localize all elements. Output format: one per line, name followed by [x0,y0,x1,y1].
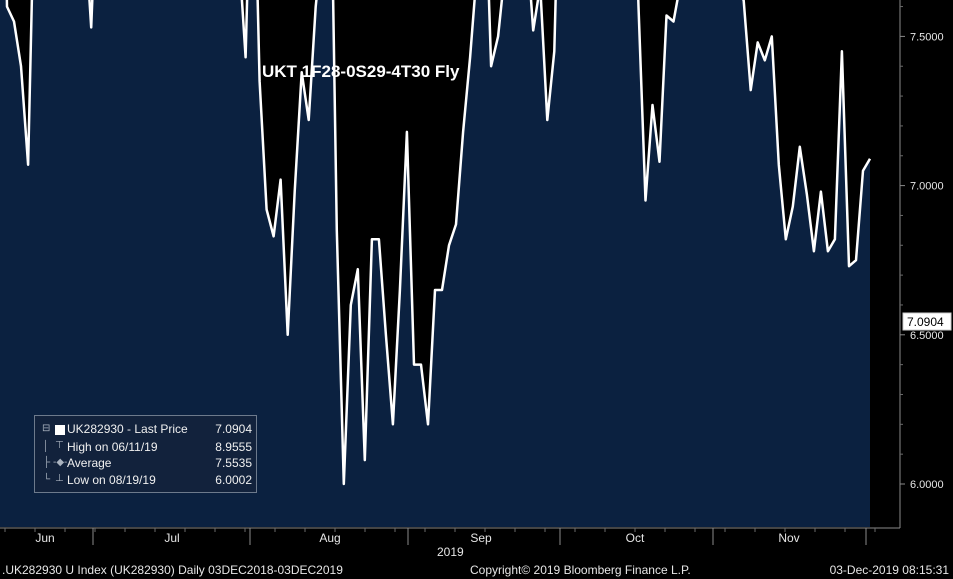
collapse-icon[interactable]: ⊟ [42,423,51,434]
y-tick-label: 7.0000 [910,181,944,193]
low-marker-icon: ⊥ [55,473,64,484]
x-tick-label: Sep [470,531,492,545]
average-marker-icon: -◆- [53,457,68,468]
axis-layer: 6.00006.50007.00007.50008.00008.50009.00… [0,0,944,545]
last-value-label: 7.0904 [907,315,944,329]
tree-connector-icon: │ [43,441,50,452]
tree-connector-icon: ├ [43,457,51,468]
legend-label: High on 06/11/19 [67,440,158,454]
area-layer [0,0,872,527]
footer-timestamp: 03-Dec-2019 08:15:31 [829,563,949,577]
x-tick-label: Oct [626,531,645,545]
series-swatch [55,425,65,435]
legend-value: 8.9555 [215,440,252,454]
legend-value: 7.5535 [215,456,252,470]
x-tick-label: Nov [778,531,799,545]
chart-title: UKT 1F28-0S29-4T30 Fly [262,62,460,81]
legend-row-high: │ ⊤ High on 06/11/19 8.9555 [35,440,256,456]
legend-row-last-price: ⊟ UK282930 - Last Price 7.0904 [35,422,256,438]
x-tick-label: Jul [164,531,179,545]
footer-copyright: Copyright© 2019 Bloomberg Finance L.P. [470,563,691,577]
legend-label: UK282930 - Last Price [67,422,188,436]
legend-row-low: └ ⊥ Low on 08/19/19 6.0002 [35,473,256,489]
series-area-fill [0,0,870,527]
high-marker-icon: ⊤ [55,440,64,451]
series-line [5,0,872,486]
legend-box: ⊟ UK282930 - Last Price 7.0904 │ ⊤ High … [34,415,257,493]
y-tick-label: 6.5000 [910,330,944,342]
last-value-marker: 7.0904 [902,312,952,331]
year-label: 2019 [437,545,464,559]
legend-value: 6.0002 [215,473,252,487]
legend-row-average: ├ -◆- Average 7.5535 [35,456,256,472]
legend-value: 7.0904 [215,422,252,436]
y-tick-label: 6.0000 [910,479,944,491]
tree-connector-icon: └ [43,474,51,485]
y-tick-label: 7.5000 [910,31,944,43]
footer-ticker: .UK282930 U Index (UK282930) Daily 03DEC… [2,563,343,577]
legend-label: Average [67,456,112,470]
legend-label: Low on 08/19/19 [67,473,156,487]
x-tick-label: Aug [319,531,340,545]
x-tick-label: Jun [35,531,54,545]
footer-bar: .UK282930 U Index (UK282930) Daily 03DEC… [0,560,953,579]
